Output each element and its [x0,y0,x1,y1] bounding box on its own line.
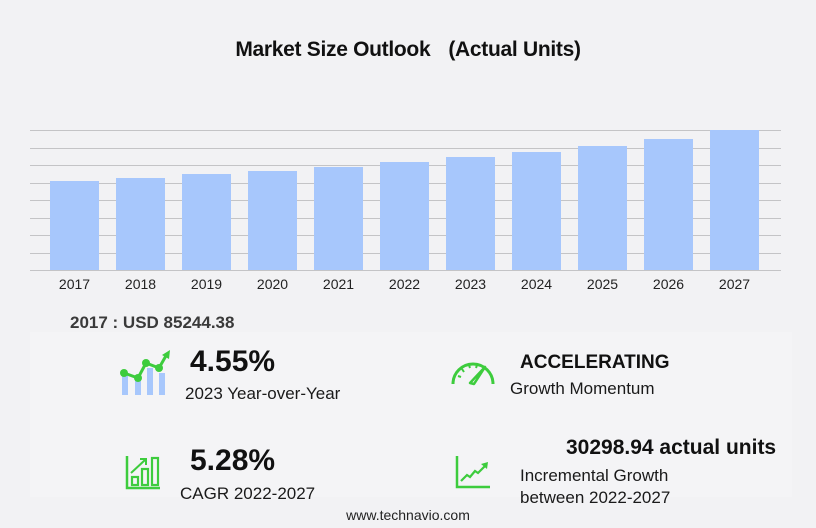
incremental-value: 30298.94 actual units [566,436,777,459]
x-tick-label: 2022 [388,276,421,292]
bar-2020 [248,170,297,270]
bar-2025 [578,146,627,270]
bar-2022 [380,162,429,270]
source-url: www.technavio.com [346,507,470,523]
x-tick-label: 2026 [652,276,685,292]
x-tick-label: 2019 [190,276,223,292]
bar-2023 [446,157,495,270]
incremental-label-line2: between 2022-2027 [520,488,671,507]
base-year-value: 2017 : USD 85244.38 [70,313,235,332]
x-tick-label: 2017 [58,276,91,292]
x-tick-label: 2020 [256,276,289,292]
x-tick-label: 2027 [718,276,751,292]
bar-2027 [710,130,759,270]
bar-chart-arrow-icon [125,456,160,490]
bar-2026 [644,139,693,270]
yoy-label: 2023 Year-over-Year [185,384,341,403]
x-tick-label: 2023 [454,276,487,292]
x-tick-label: 2024 [520,276,553,292]
momentum-value: ACCELERATING [520,352,670,373]
chart-title: Market Size Outlook (Actual Units) [0,38,816,62]
x-tick-label: 2025 [586,276,619,292]
trend-line-icon [455,456,490,489]
momentum-label: Growth Momentum [510,379,655,398]
bar-2018 [116,177,165,270]
bar-2021 [314,166,363,270]
x-tick-label: 2021 [322,276,355,292]
gridline [30,147,781,149]
chart-title-unit: (Actual Units) [448,38,581,61]
gridline [30,270,781,271]
yoy-value: 4.55% [190,345,276,378]
speedometer-icon [451,362,495,386]
x-tick-label: 2018 [124,276,157,292]
bar-2017 [50,180,99,270]
cagr-value: 5.28% [190,444,276,477]
gridline [30,130,781,131]
cagr-label: CAGR 2022-2027 [180,484,316,503]
line-bar-growth-icon [120,350,170,395]
bar-2019 [182,173,231,270]
bar-chart-plot [30,130,781,271]
incremental-label-line1: Incremental Growth [520,466,669,485]
bar-2024 [512,152,561,270]
chart-title-text: Market Size Outlook [235,38,431,61]
